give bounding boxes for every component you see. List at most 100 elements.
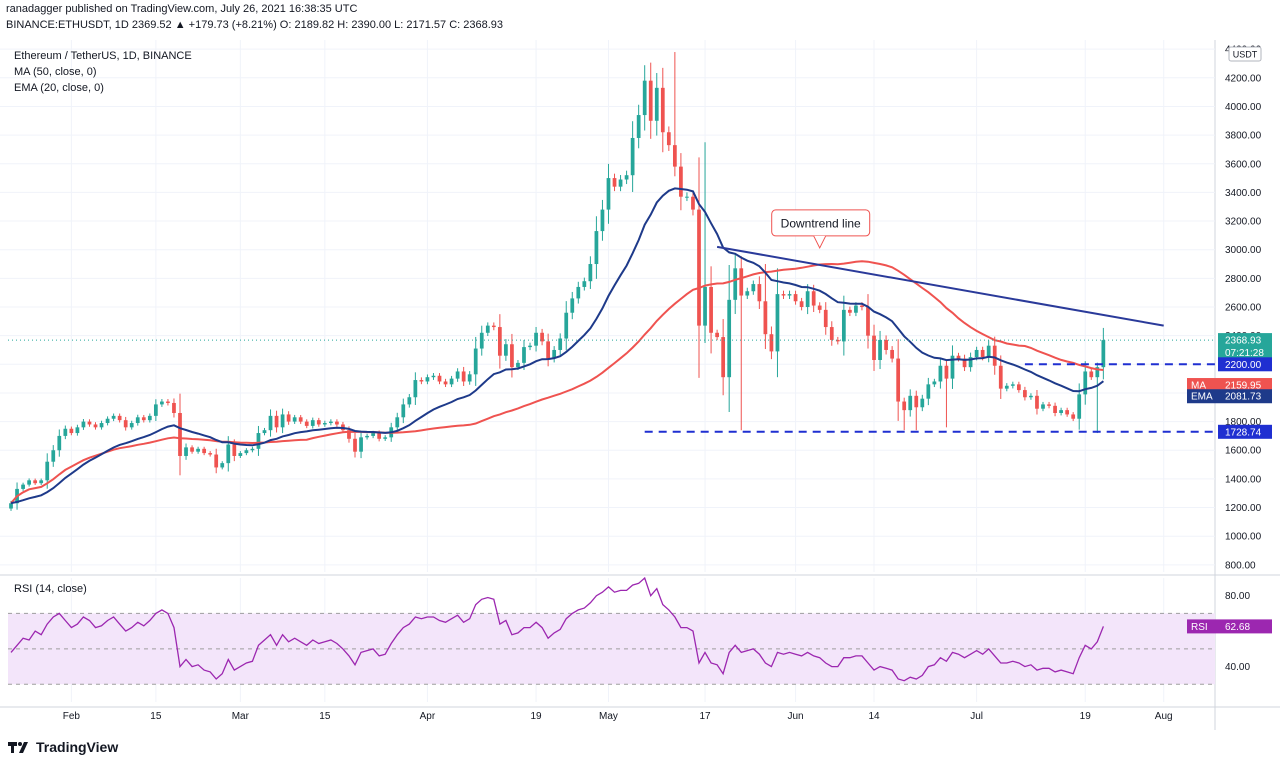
candle-body[interactable] — [9, 503, 13, 509]
candle-body[interactable] — [123, 420, 128, 428]
candle-body[interactable] — [793, 294, 798, 302]
candle-body[interactable] — [618, 179, 623, 187]
candle-body[interactable] — [371, 433, 375, 436]
candle-body[interactable] — [582, 281, 587, 287]
downtrend-line[interactable] — [716, 245, 1164, 327]
candle-body[interactable] — [896, 358, 901, 402]
candle-body[interactable] — [75, 427, 80, 434]
candle-body[interactable] — [135, 417, 140, 424]
candle-body[interactable] — [153, 404, 158, 416]
candle-body[interactable] — [697, 209, 701, 326]
candle-body[interactable] — [244, 450, 249, 454]
candle-body[interactable] — [437, 375, 442, 382]
candle-body[interactable] — [848, 309, 852, 313]
candle-body[interactable] — [147, 415, 152, 421]
candle-body[interactable] — [214, 454, 219, 468]
candle-body[interactable] — [39, 480, 44, 484]
candle-body[interactable] — [630, 137, 635, 176]
candle-body[interactable] — [576, 286, 581, 299]
candle-body[interactable] — [648, 80, 653, 121]
candle-body[interactable] — [835, 339, 840, 342]
candle-body[interactable] — [1053, 405, 1057, 413]
candle-body[interactable] — [33, 480, 38, 484]
candle-body[interactable] — [365, 435, 369, 438]
candle-body[interactable] — [624, 175, 629, 180]
candle-body[interactable] — [63, 428, 68, 436]
candle-body[interactable] — [890, 349, 894, 359]
candle-body[interactable] — [956, 355, 961, 359]
candle-body[interactable] — [672, 145, 677, 167]
candle-body[interactable] — [268, 415, 273, 431]
candle-body[interactable] — [606, 178, 611, 210]
candle-body[interactable] — [528, 345, 532, 348]
candle-body[interactable] — [1059, 410, 1063, 413]
candle-body[interactable] — [920, 398, 925, 408]
candle-body[interactable] — [703, 286, 707, 326]
candle-body[interactable] — [757, 284, 762, 302]
candle-body[interactable] — [99, 423, 104, 428]
candle-body[interactable] — [914, 395, 919, 408]
candle-body[interactable] — [1101, 340, 1106, 368]
candle-body[interactable] — [87, 421, 92, 425]
candle-body[interactable] — [552, 349, 557, 359]
candle-body[interactable] — [190, 447, 194, 452]
candle-body[interactable] — [679, 166, 683, 197]
candle-body[interactable] — [642, 80, 647, 116]
candle-body[interactable] — [51, 450, 56, 462]
candle-body[interactable] — [654, 87, 659, 121]
candle-body[interactable] — [588, 264, 593, 282]
candle-body[interactable] — [455, 371, 460, 379]
candle-body[interactable] — [262, 430, 267, 434]
candle-body[interactable] — [166, 401, 170, 403]
candle-body[interactable] — [21, 484, 25, 489]
candle-body[interactable] — [540, 332, 544, 342]
candle-body[interactable] — [787, 294, 792, 296]
candle-body[interactable] — [986, 345, 991, 358]
candle-body[interactable] — [636, 115, 641, 138]
candle-body[interactable] — [449, 378, 454, 385]
candle-body[interactable] — [238, 453, 243, 456]
candle-body[interactable] — [504, 344, 508, 356]
candle-body[interactable] — [329, 421, 333, 424]
candle-body[interactable] — [479, 332, 484, 349]
candle-body[interactable] — [908, 395, 913, 411]
candle-body[interactable] — [594, 231, 599, 265]
candle-body[interactable] — [1083, 371, 1088, 395]
candle-body[interactable] — [926, 384, 931, 399]
candle-body[interactable] — [799, 301, 804, 307]
candle-body[interactable] — [220, 463, 225, 468]
candle-body[interactable] — [401, 404, 406, 418]
candle-body[interactable] — [310, 420, 315, 426]
candle-body[interactable] — [1041, 404, 1045, 409]
candle-body[interactable] — [413, 380, 418, 398]
candle-body[interactable] — [968, 357, 973, 368]
candle-body[interactable] — [980, 349, 985, 358]
candle-body[interactable] — [1016, 384, 1021, 391]
candle-body[interactable] — [950, 355, 955, 379]
candle-body[interactable] — [178, 413, 182, 456]
candle-body[interactable] — [685, 196, 689, 198]
candle-body[interactable] — [709, 286, 713, 333]
candle-body[interactable] — [721, 337, 726, 378]
candle-body[interactable] — [715, 332, 719, 338]
candle-body[interactable] — [407, 397, 412, 405]
candle-body[interactable] — [944, 365, 949, 379]
candle-body[interactable] — [383, 437, 388, 439]
candle-body[interactable] — [111, 415, 116, 419]
candle-body[interactable] — [425, 377, 430, 382]
candle-body[interactable] — [93, 424, 98, 428]
candle-body[interactable] — [691, 196, 695, 210]
candle-body[interactable] — [1029, 395, 1033, 398]
candle-body[interactable] — [298, 417, 303, 422]
candle-body[interactable] — [745, 291, 750, 296]
candle-body[interactable] — [841, 309, 846, 342]
candle-body[interactable] — [1089, 371, 1094, 378]
candle-body[interactable] — [775, 294, 780, 352]
candle-body[interactable] — [781, 294, 786, 296]
candle-body[interactable] — [522, 347, 526, 363]
candle-body[interactable] — [286, 414, 291, 422]
candle-body[interactable] — [250, 448, 255, 451]
candle-body[interactable] — [546, 341, 551, 359]
candle-body[interactable] — [938, 365, 943, 382]
